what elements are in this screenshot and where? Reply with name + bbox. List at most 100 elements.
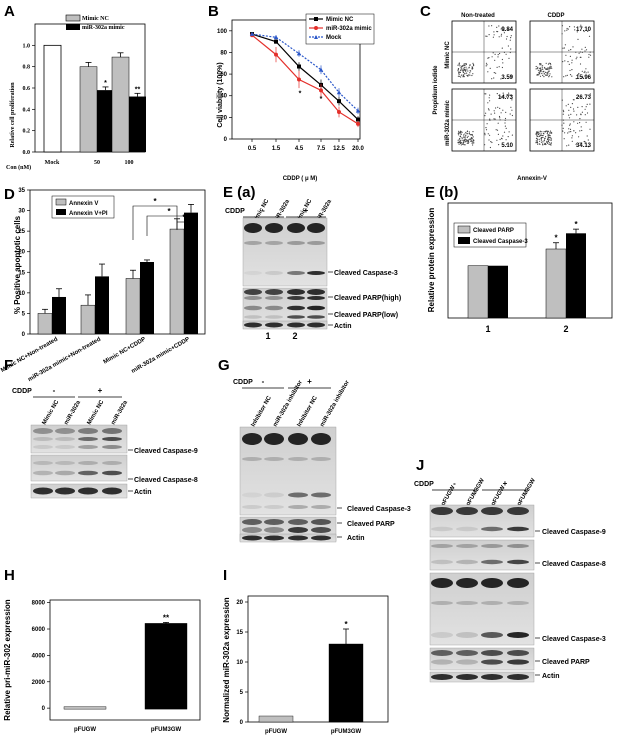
flow-event [535,133,537,135]
significance-star: * [574,220,578,229]
flow-event [461,131,463,133]
flow-event [546,132,548,135]
flow-event [497,122,499,124]
y-tick-label: 15 [18,270,25,276]
flow-event [579,51,582,53]
flow-event [539,64,541,66]
band [456,559,478,565]
flow-event [497,106,499,108]
band [78,437,98,441]
band [481,650,503,656]
flow-event [543,131,545,133]
band [33,487,53,495]
flow-event [550,139,552,142]
flow-event [471,74,473,77]
panel-i-bars: * [258,620,364,723]
flow-event [548,142,550,144]
lane-label: Inhibitor NC [251,395,274,428]
flow-event [571,135,574,137]
flow-event [488,139,490,141]
flow-event [540,134,542,136]
flow-event [578,72,580,75]
flow-event [543,70,545,72]
band [244,315,262,319]
flow-event [536,135,538,137]
x-tick-label: 7.5 [317,146,326,152]
flow-event [465,141,467,143]
flow-event [543,143,546,145]
flow-event [542,65,544,67]
flow-event [504,119,506,121]
significance-star: * [554,234,558,243]
panel-j: J CDDP - +pFUGW pFUM3GW pFUGW pFUM3GWCleaved … [414,457,606,683]
flow-event [547,71,549,73]
flow-event [587,30,589,32]
data-point [337,99,341,104]
band [55,437,75,441]
flow-event [569,55,572,58]
data-point [319,88,323,93]
band [244,305,262,311]
panel-d-legend: Annexin V Annexin V+PI [51,195,115,219]
band [242,519,262,525]
band [311,527,331,533]
flow-event [464,73,466,75]
flow-event [545,136,547,138]
flow-event [457,139,459,141]
flow-event [460,142,462,144]
x-category-label: Mimic NC+CDDP [103,337,147,366]
flow-event [539,135,541,137]
band [311,505,331,509]
flow-event [491,141,493,144]
flow-event [575,58,577,60]
panel-e-b-legend: Cleaved PARP Cleaved Caspase-3 [453,222,528,248]
flow-event [485,35,487,37]
flow-event [460,130,462,132]
flow-event [484,134,486,136]
flow-event [542,144,544,146]
flow-event [493,77,495,79]
band [307,223,325,233]
y-tick-label: 4000 [32,653,46,659]
flow-event [550,67,552,69]
band [288,519,308,525]
flow-event [511,109,513,111]
flow-event [570,49,572,51]
flow-event [584,142,586,144]
legend-swatch-mir302a-mimic [66,24,80,30]
band [431,559,453,565]
band [507,659,529,665]
flow-event [490,113,492,115]
quadrant-lower-right-value: 34.13 [576,143,592,149]
flow-event [461,65,463,67]
flow-event [508,57,510,60]
flow-event [459,131,461,133]
flow-event [563,47,566,49]
data-point [274,52,278,57]
flow-event [546,74,548,76]
flow-event [573,130,575,132]
flow-event [467,141,469,143]
band [287,296,305,300]
flow-event [493,34,495,36]
data-point [355,108,361,113]
band [33,461,53,465]
panel-i-axes: 0 5 10 15 20 pFUGW pFUM3GW [236,595,389,735]
legend-eb-cleaved-parp: Cleaved PARP [473,228,514,234]
flow-event [537,66,539,68]
flow-event [484,115,486,117]
legend-b-mock: Mock [326,35,342,41]
flow-event [562,119,565,121]
band-label: Cleaved Caspase-3 [347,506,411,513]
band [264,519,284,525]
flow-event [566,29,568,31]
flow-event [577,38,579,41]
band [287,315,305,319]
y-tick-label: 0 [240,720,244,726]
flow-event [466,133,468,135]
flow-event [567,103,569,105]
x-tick-label: 2 [563,324,568,334]
flow-event [458,130,460,132]
band-label: Cleaved Caspase-8 [542,561,606,568]
